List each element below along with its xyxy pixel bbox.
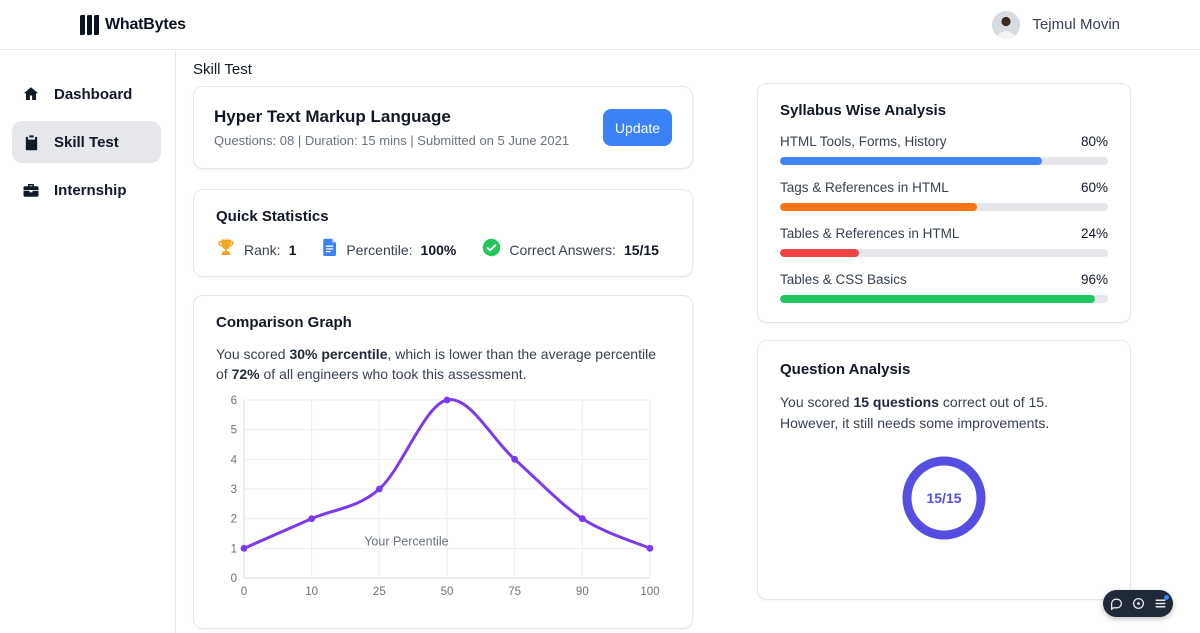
svg-text:2: 2	[231, 514, 237, 526]
syllabus-percent: 96%	[1080, 272, 1108, 287]
test-meta: Questions: 08 | Duration: 15 mins | Subm…	[214, 133, 570, 148]
check-circle-icon	[482, 238, 501, 262]
syllabus-percent: 80%	[1080, 134, 1108, 149]
home-icon	[22, 85, 40, 103]
svg-text:50: 50	[441, 586, 454, 598]
progress-fill	[780, 157, 1043, 165]
comparison-description: You scored 30% percentile, which is lowe…	[216, 346, 656, 382]
quick-statistics-title: Quick Statistics	[216, 208, 329, 225]
syllabus-title: Syllabus Wise Analysis	[780, 102, 947, 119]
stat-label: Correct Answers:	[509, 241, 616, 258]
stat-item: Rank: 1	[216, 237, 296, 262]
comparison-line-chart: 0 1 2 3 4 5 6 0 10 25 50 75 90 100 Your Percentile	[231, 395, 660, 598]
main-content: Skill Test Hyper Text Markup Language Qu…	[193, 50, 693, 629]
svg-text:6: 6	[231, 395, 237, 407]
app-header: WhatBytes Tejmul Movin	[0, 0, 1200, 50]
clipboard-icon	[22, 133, 40, 151]
svg-text:5: 5	[231, 425, 237, 437]
test-summary-card: Hyper Text Markup Language Questions: 08…	[193, 86, 693, 169]
syllabus-topic-label: Tables & CSS Basics	[780, 272, 907, 287]
score-donut: 15/15	[780, 452, 1108, 544]
sidebar-item-internship[interactable]: Internship	[12, 169, 161, 211]
progress-fill	[780, 249, 859, 257]
syllabus-percent: 24%	[1080, 226, 1108, 241]
syllabus-topic-label: HTML Tools, Forms, History	[780, 134, 947, 149]
svg-text:25: 25	[373, 586, 386, 598]
stat-value: 1	[288, 241, 297, 258]
comment-icon[interactable]	[1110, 597, 1123, 610]
stats-row: Rank: 1 Percentile: 100% Correct Answers: 15/…	[216, 237, 670, 262]
comparison-graph-card: Comparison Graph You scored 30% percenti…	[193, 295, 693, 629]
svg-text:75: 75	[508, 586, 521, 598]
brand-name: WhatBytes	[105, 15, 186, 33]
comparison-graph-title: Comparison Graph	[216, 314, 352, 331]
stat-label: Rank:	[244, 241, 281, 258]
svg-text:100: 100	[640, 586, 659, 598]
svg-text:10: 10	[305, 586, 318, 598]
user-name: Tejmul Movin	[1032, 16, 1120, 33]
stat-label: Percentile:	[346, 241, 413, 258]
svg-text:90: 90	[576, 586, 589, 598]
syllabus-topic-label: Tags & References in HTML	[780, 180, 949, 195]
chart-annotation: Your Percentile	[364, 534, 448, 548]
stat-item: Correct Answers: 15/15	[482, 238, 659, 262]
svg-text:0: 0	[241, 586, 247, 598]
question-analysis-title: Question Analysis	[780, 361, 911, 378]
syllabus-percent: 60%	[1080, 180, 1108, 195]
trophy-icon	[216, 237, 236, 262]
svg-text:3: 3	[231, 484, 237, 496]
syllabus-topic-label: Tables & References in HTML	[780, 226, 960, 241]
syllabus-analysis-card: Syllabus Wise Analysis HTML Tools, Forms…	[757, 83, 1131, 323]
syllabus-item: HTML Tools, Forms, History 80%	[780, 134, 1108, 165]
syllabus-item: Tags & References in HTML 60%	[780, 180, 1108, 211]
stat-item: Percentile: 100%	[322, 238, 456, 261]
feedback-toolbar	[1103, 590, 1173, 617]
stat-value: 15/15	[623, 241, 659, 258]
briefcase-icon	[22, 181, 40, 199]
menu-icon[interactable]	[1154, 595, 1169, 610]
progress-track	[780, 295, 1108, 303]
eye-icon[interactable]	[1132, 597, 1145, 610]
test-title: Hyper Text Markup Language	[214, 107, 451, 126]
syllabus-list: HTML Tools, Forms, History 80% Tags & Refe…	[780, 134, 1108, 303]
page-title: Skill Test	[193, 61, 252, 78]
question-analysis-card: Question Analysis You scored 15 question…	[757, 340, 1131, 600]
syllabus-item: Tables & CSS Basics 96%	[780, 272, 1108, 303]
sidebar-item-label: Skill Test	[54, 133, 119, 151]
progress-fill	[780, 295, 1095, 303]
score-label: 15/15	[926, 490, 962, 506]
sidebar-item-skill-test[interactable]: Skill Test	[12, 121, 161, 163]
stat-value: 100%	[420, 241, 457, 258]
right-column: Syllabus Wise Analysis HTML Tools, Forms…	[757, 50, 1131, 600]
sidebar-item-label: Dashboard	[54, 85, 133, 103]
avatar	[992, 10, 1021, 39]
question-analysis-description: You scored 15 questions correct out of 1…	[780, 394, 1050, 431]
sidebar-item-label: Internship	[54, 181, 127, 199]
document-icon	[322, 238, 338, 261]
update-button[interactable]: Update	[603, 109, 672, 146]
whatbytes-logo-icon	[80, 14, 99, 35]
syllabus-item: Tables & References in HTML 24%	[780, 226, 1108, 257]
progress-track	[780, 249, 1108, 257]
svg-text:4: 4	[231, 454, 238, 466]
progress-track	[780, 157, 1108, 165]
progress-track	[780, 203, 1108, 211]
sidebar: Dashboard Skill Test Internship	[0, 51, 176, 633]
brand-logo: WhatBytes	[80, 14, 186, 35]
sidebar-item-dashboard[interactable]: Dashboard	[12, 73, 161, 115]
user-menu[interactable]: Tejmul Movin	[992, 10, 1120, 39]
svg-text:1: 1	[231, 543, 237, 555]
svg-text:0: 0	[231, 573, 237, 585]
progress-fill	[780, 203, 977, 211]
notification-dot	[1163, 595, 1169, 600]
quick-statistics-card: Quick Statistics Rank: 1 Percentile: 100% Co…	[193, 189, 693, 277]
